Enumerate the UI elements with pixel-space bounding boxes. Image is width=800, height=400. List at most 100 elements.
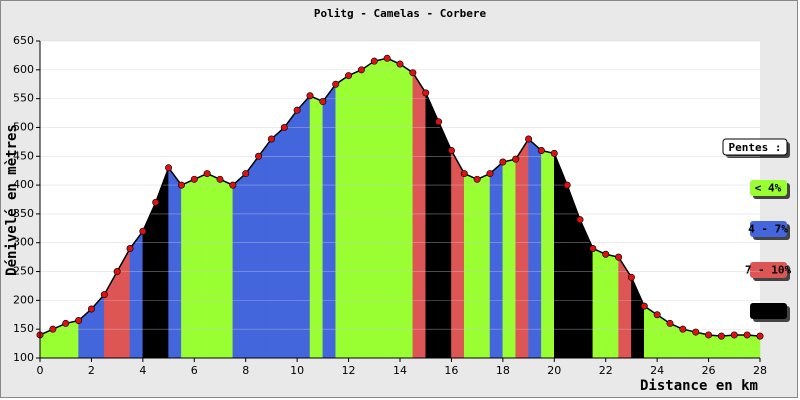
- profile-point: [679, 325, 687, 333]
- slope-segment: [425, 92, 439, 359]
- y-axis-label: Dénivelé en mètres: [4, 124, 20, 276]
- profile-point: [255, 152, 263, 160]
- profile-point: [62, 319, 70, 327]
- slope-segment: [386, 57, 401, 359]
- profile-point: [267, 135, 275, 143]
- profile-point: [396, 60, 404, 68]
- slope-segment: [489, 161, 504, 359]
- x-tick-label: 18: [496, 364, 510, 377]
- y-tick-label: 450: [13, 149, 34, 162]
- slope-segment: [592, 248, 606, 359]
- profile-point: [692, 328, 700, 336]
- slope-segment: [245, 155, 259, 359]
- slope-segment: [476, 173, 491, 359]
- y-tick-label: 200: [13, 293, 34, 306]
- legend-label: < 4%: [755, 182, 782, 195]
- profile-point: [216, 175, 224, 183]
- profile-point: [602, 250, 610, 258]
- profile-point: [473, 175, 481, 183]
- profile-point: [653, 311, 661, 319]
- legend-swatch: [750, 221, 787, 237]
- profile-point: [113, 268, 121, 276]
- profile-point: [666, 319, 674, 327]
- legend-label: > 10%: [751, 305, 784, 318]
- y-tick-label: 550: [13, 92, 34, 105]
- y-tick-label: 400: [13, 178, 34, 191]
- profile-point: [383, 54, 391, 62]
- x-tick-label: 12: [342, 364, 356, 377]
- y-tick-label: 300: [13, 236, 34, 249]
- legend-title-box: [722, 138, 788, 156]
- y-tick-label: 350: [13, 207, 34, 220]
- profile-point: [152, 198, 160, 206]
- legend-label: 7 - 10%: [745, 264, 792, 277]
- chart-title: Politg - Camelas - Corbere: [314, 7, 487, 20]
- x-tick-label: 2: [88, 364, 95, 377]
- profile-point: [165, 164, 173, 172]
- slope-segment: [451, 149, 465, 359]
- profile-point: [190, 175, 198, 183]
- profile-point: [306, 92, 314, 100]
- profile-point: [460, 170, 468, 178]
- x-tick-label: 6: [191, 364, 198, 377]
- slope-segment: [605, 253, 619, 359]
- profile-point: [447, 147, 455, 155]
- profile-point: [615, 253, 623, 261]
- slope-segment: [502, 158, 516, 359]
- slope-segment: [335, 75, 349, 359]
- slope-segment: [515, 138, 529, 359]
- profile-point: [75, 317, 83, 325]
- slope-segment: [412, 71, 426, 359]
- slope-segment: [232, 173, 246, 359]
- slope-segment: [374, 57, 388, 359]
- profile-point: [242, 170, 250, 178]
- y-tick-label: 600: [13, 63, 34, 76]
- slope-segment: [194, 173, 208, 359]
- profile-point: [743, 331, 751, 339]
- profile-point: [499, 158, 507, 166]
- slope-segment: [399, 63, 414, 359]
- x-tick-label: 28: [753, 364, 767, 377]
- profile-point: [177, 181, 185, 189]
- slope-segment: [284, 109, 298, 359]
- slope-segment: [309, 95, 324, 359]
- x-tick-label: 0: [37, 364, 44, 377]
- profile-point: [126, 244, 134, 252]
- slope-segment: [322, 83, 336, 359]
- y-tick-label: 500: [13, 120, 34, 133]
- slope-segment: [464, 173, 478, 359]
- x-axis-label: Distance en km: [640, 378, 758, 394]
- plot: [39, 57, 761, 359]
- profile-point: [640, 302, 648, 310]
- profile-point: [49, 325, 57, 333]
- slope-segment: [181, 178, 195, 359]
- profile-point: [537, 147, 545, 155]
- x-tick-label: 14: [393, 364, 407, 377]
- profile-point: [563, 181, 571, 189]
- legend-swatch: [750, 262, 787, 278]
- legend-swatch: [750, 180, 787, 196]
- profile-point: [627, 273, 635, 281]
- profile-point: [756, 332, 764, 340]
- profile-point: [370, 57, 378, 65]
- y-tick-label: 150: [13, 322, 34, 335]
- profile-point: [705, 331, 713, 339]
- profile-point: [576, 216, 584, 224]
- profile-point: [486, 170, 494, 178]
- x-tick-label: 20: [547, 364, 561, 377]
- x-tick-label: 8: [242, 364, 249, 377]
- slope-segment: [734, 334, 748, 359]
- y-tick-label: 650: [13, 34, 34, 47]
- profile-point: [319, 98, 327, 106]
- profile-point: [730, 331, 738, 339]
- slope-segment: [219, 178, 234, 359]
- profile-point: [525, 135, 533, 143]
- profile-point: [139, 227, 147, 235]
- x-tick-label: 4: [139, 364, 146, 377]
- x-tick-label: 26: [702, 364, 716, 377]
- profile-point: [422, 89, 430, 97]
- slope-segment: [528, 138, 542, 359]
- x-tick-label: 16: [444, 364, 458, 377]
- profile-point: [550, 149, 558, 157]
